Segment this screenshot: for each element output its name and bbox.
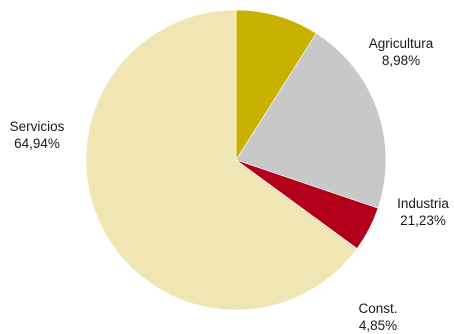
label-servicios-name: Servicios xyxy=(10,119,65,134)
label-const-value: 4,85% xyxy=(359,318,397,333)
label-industria-name: Industria xyxy=(397,196,449,211)
label-const-name: Const. xyxy=(358,301,397,316)
pie-slice-servicios xyxy=(85,9,358,311)
pie-slices xyxy=(85,9,387,311)
label-agricultura-value: 8,98% xyxy=(382,53,420,68)
pie-slice-agricultura xyxy=(235,9,317,162)
label-servicios-value: 64,94% xyxy=(14,136,60,151)
label-agricultura: Agricultura 8,98% xyxy=(369,36,434,68)
label-industria-value: 21,23% xyxy=(400,213,446,228)
label-industria: Industria 21,23% xyxy=(397,196,449,228)
label-agricultura-name: Agricultura xyxy=(369,36,434,51)
label-const: Const. 4,85% xyxy=(358,301,397,333)
label-servicios: Servicios 64,94% xyxy=(10,119,65,151)
pie-slice-industria xyxy=(235,32,387,209)
